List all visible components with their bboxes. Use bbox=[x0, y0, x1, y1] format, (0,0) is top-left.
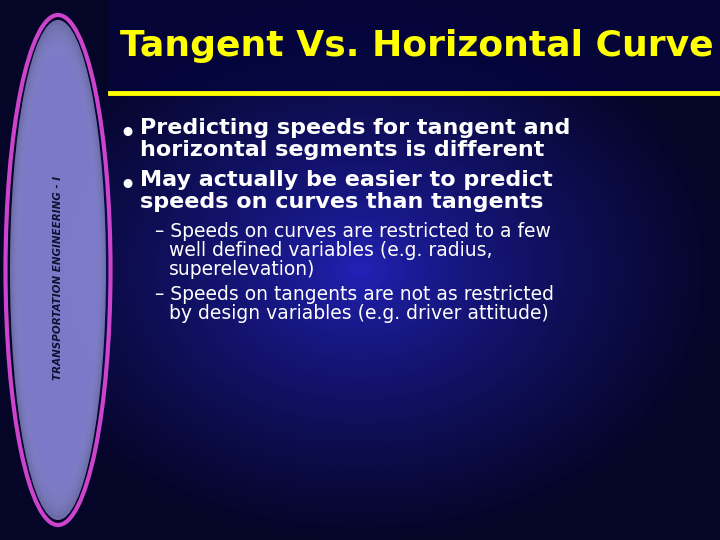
Ellipse shape bbox=[14, 35, 102, 505]
Ellipse shape bbox=[16, 40, 100, 500]
Text: Predicting speeds for tangent and: Predicting speeds for tangent and bbox=[140, 118, 570, 138]
Ellipse shape bbox=[10, 20, 106, 520]
Text: by design variables (e.g. driver attitude): by design variables (e.g. driver attitud… bbox=[169, 304, 549, 323]
Ellipse shape bbox=[10, 20, 106, 520]
Text: – Speeds on curves are restricted to a few: – Speeds on curves are restricted to a f… bbox=[155, 222, 551, 241]
Text: – Speeds on tangents are not as restricted: – Speeds on tangents are not as restrict… bbox=[155, 285, 554, 304]
Text: •: • bbox=[118, 172, 136, 201]
FancyBboxPatch shape bbox=[110, 0, 720, 92]
Ellipse shape bbox=[17, 45, 99, 495]
Text: speeds on curves than tangents: speeds on curves than tangents bbox=[140, 192, 544, 212]
Text: May actually be easier to predict: May actually be easier to predict bbox=[140, 170, 553, 190]
Ellipse shape bbox=[19, 50, 97, 490]
Text: superelevation): superelevation) bbox=[169, 260, 315, 279]
Text: horizontal segments is different: horizontal segments is different bbox=[140, 140, 544, 160]
Ellipse shape bbox=[20, 55, 96, 485]
Ellipse shape bbox=[12, 25, 104, 515]
Text: well defined variables (e.g. radius,: well defined variables (e.g. radius, bbox=[169, 241, 492, 260]
Text: TRANSPORTATION ENGINEERING - I: TRANSPORTATION ENGINEERING - I bbox=[53, 176, 63, 380]
Text: Tangent Vs. Horizontal Curve: Tangent Vs. Horizontal Curve bbox=[120, 29, 714, 63]
Text: •: • bbox=[118, 120, 136, 149]
Ellipse shape bbox=[13, 30, 103, 510]
